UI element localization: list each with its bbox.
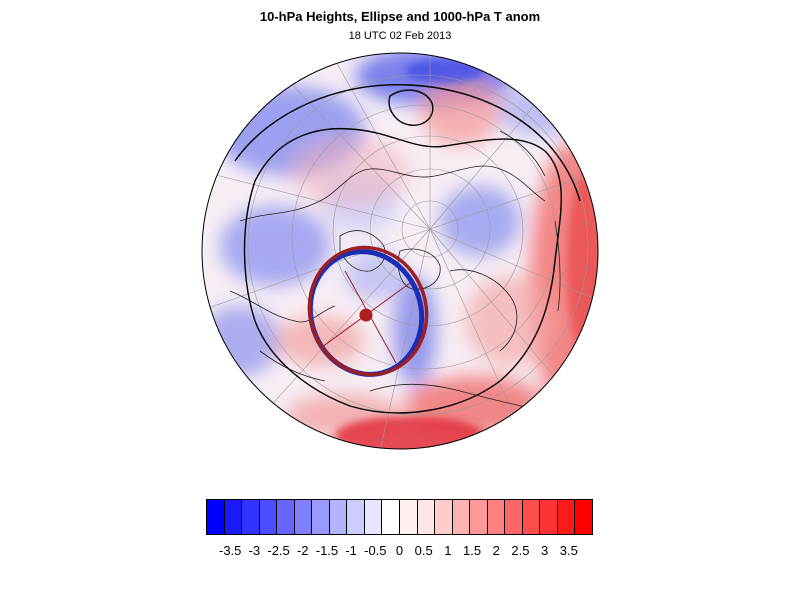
- colorbar-swatch: [259, 500, 278, 534]
- colorbar-labels: -3.5 -3 -2.5 -2 -1.5 -1 -0.5 0 0.5 1 1.5 2 2.5 3 3.5: [206, 543, 593, 561]
- colorbar-swatch: [487, 500, 506, 534]
- coastlines: [229, 130, 561, 412]
- colorbar-swatch: [329, 500, 348, 534]
- globe-outline: [201, 52, 599, 450]
- colorbar-swatch: [347, 500, 365, 534]
- colorbar-tick-label: -2.5: [267, 543, 290, 558]
- colorbar-swatch: [294, 500, 313, 534]
- colorbar-swatch: [400, 500, 418, 534]
- colorbar-tick-label: -0.5: [364, 543, 387, 558]
- colorbar-tick-label: -3: [248, 543, 261, 558]
- colorbar-swatch: [364, 500, 383, 534]
- colorbar-swatch: [224, 500, 243, 534]
- height-contours: [234, 83, 581, 414]
- polar-map: [200, 51, 600, 451]
- colorbar-swatch: [540, 500, 558, 534]
- colorbar-swatch: [575, 500, 593, 534]
- colorbar-tick-label: -2: [296, 543, 309, 558]
- colorbar: [206, 499, 593, 535]
- colorbar-tick-label: 2: [492, 543, 500, 558]
- colorbar-swatch: [417, 500, 436, 534]
- colorbar-tick-label: 0: [395, 543, 404, 558]
- colorbar-tick-label: -1: [345, 543, 357, 558]
- colorbar-swatch: [522, 500, 541, 534]
- polar-map-svg: [201, 52, 599, 450]
- colorbar-tick-label: -1.5: [315, 543, 339, 558]
- map-title: 10-hPa Heights, Ellipse and 1000-hPa T a…: [259, 9, 541, 24]
- vortex-center-marker: [359, 308, 373, 322]
- colorbar-swatch: [382, 500, 401, 534]
- colorbar-tick-label: 3.5: [559, 543, 578, 558]
- colorbar-swatch: [242, 500, 260, 534]
- colorbar-swatch: [207, 500, 225, 534]
- colorbar-swatch: [505, 500, 523, 534]
- colorbar-tick-label: 1.5: [463, 543, 482, 558]
- colorbar-swatch: [277, 500, 295, 534]
- colorbar-tick-label: 3: [541, 543, 549, 558]
- colorbar-swatch: [452, 500, 471, 534]
- graticule: [202, 53, 598, 449]
- vortex-ellipse-red: [307, 245, 429, 377]
- colorbar-swatch: [470, 500, 488, 534]
- colorbar-tick-label: 2.5: [511, 543, 530, 558]
- vortex-ellipses: [307, 245, 429, 377]
- colorbar-tick-label: 0.5: [414, 543, 433, 558]
- colorbar-tick-label: -3.5: [218, 543, 242, 558]
- map-subtitle: 18 UTC 02 Feb 2013: [348, 30, 452, 42]
- colorbar-tick-label: 1: [444, 543, 452, 558]
- colorbar-swatch: [312, 500, 330, 534]
- colorbar-swatch: [435, 500, 453, 534]
- colorbar-swatch: [557, 500, 576, 534]
